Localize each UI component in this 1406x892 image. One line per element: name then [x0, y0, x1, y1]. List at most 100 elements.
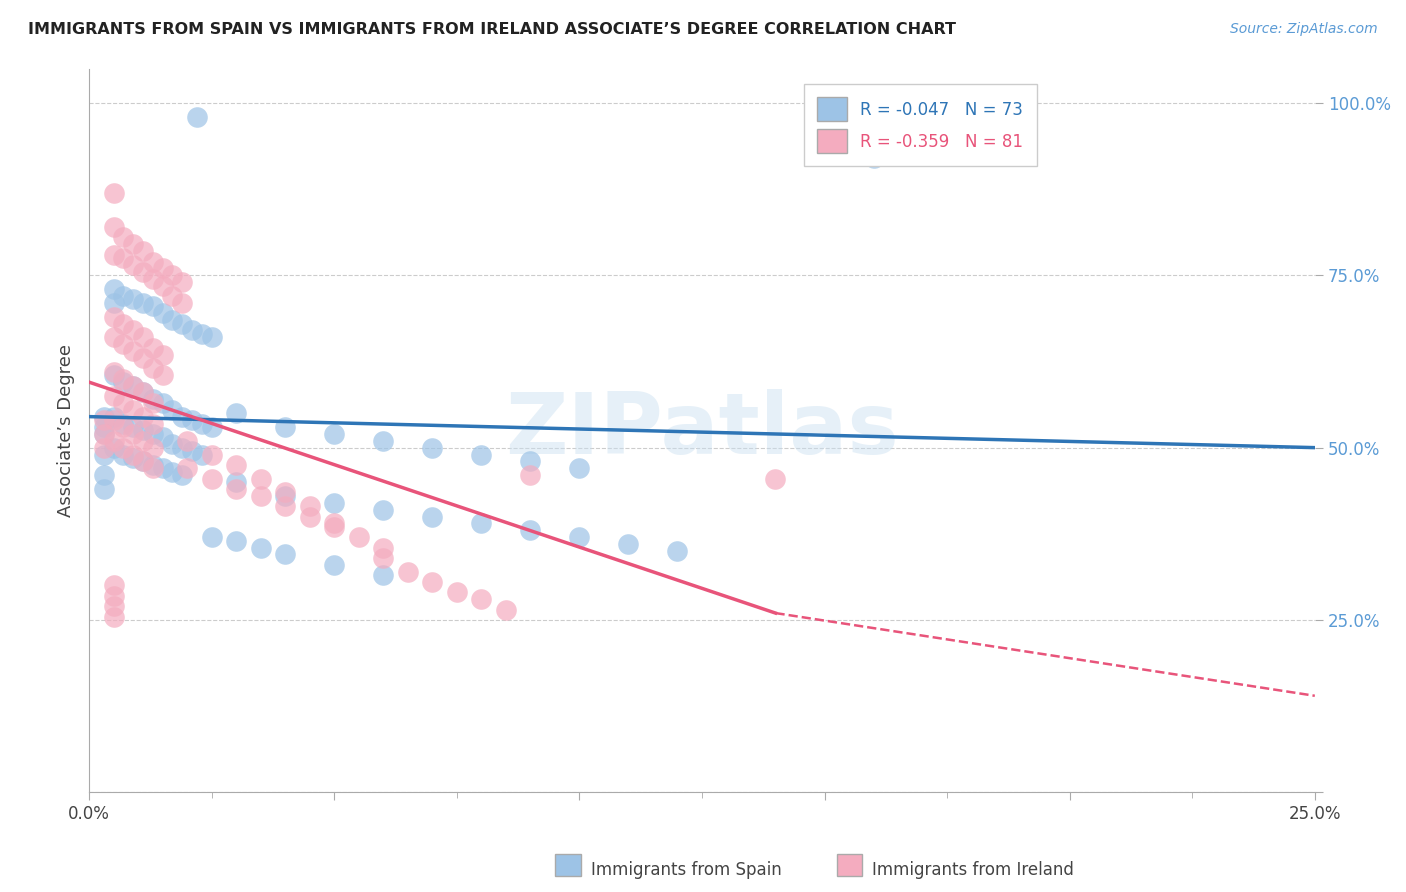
- Point: [103, 365, 125, 379]
- Point: [765, 472, 787, 486]
- Point: [617, 537, 640, 551]
- Point: [186, 110, 208, 124]
- Point: [181, 444, 204, 458]
- Point: [519, 524, 541, 538]
- Point: [172, 317, 194, 331]
- Point: [152, 261, 174, 276]
- Point: [142, 392, 165, 407]
- Point: [132, 409, 155, 424]
- Point: [274, 485, 297, 500]
- Point: [249, 489, 271, 503]
- Point: [112, 420, 135, 434]
- Point: [142, 299, 165, 313]
- Point: [122, 323, 145, 337]
- Point: [396, 565, 419, 579]
- Text: Source: ZipAtlas.com: Source: ZipAtlas.com: [1230, 22, 1378, 37]
- Point: [132, 424, 155, 438]
- Point: [519, 468, 541, 483]
- Point: [176, 461, 198, 475]
- Point: [152, 461, 174, 475]
- Point: [112, 375, 135, 389]
- Point: [201, 330, 224, 344]
- Text: IMMIGRANTS FROM SPAIN VS IMMIGRANTS FROM IRELAND ASSOCIATE’S DEGREE CORRELATION : IMMIGRANTS FROM SPAIN VS IMMIGRANTS FROM…: [28, 22, 956, 37]
- Point: [112, 251, 135, 265]
- Point: [298, 509, 321, 524]
- Point: [172, 275, 194, 289]
- Point: [93, 426, 115, 441]
- Point: [93, 413, 115, 427]
- Point: [103, 330, 125, 344]
- Point: [142, 417, 165, 431]
- Point: [112, 230, 135, 244]
- Point: [191, 326, 214, 341]
- Point: [323, 520, 346, 534]
- Point: [274, 500, 297, 514]
- Text: Immigrants from Spain: Immigrants from Spain: [591, 861, 782, 879]
- Point: [249, 472, 271, 486]
- Point: [103, 434, 125, 448]
- Point: [112, 441, 135, 455]
- Point: [191, 417, 214, 431]
- Point: [132, 385, 155, 400]
- Point: [122, 293, 145, 307]
- Point: [112, 337, 135, 351]
- Point: [93, 482, 115, 496]
- Point: [112, 417, 135, 431]
- Point: [225, 406, 247, 420]
- Point: [112, 448, 135, 462]
- Point: [103, 186, 125, 200]
- Point: [225, 458, 247, 472]
- Point: [162, 465, 184, 479]
- Point: [347, 530, 370, 544]
- Point: [93, 468, 115, 483]
- Point: [152, 278, 174, 293]
- Point: [162, 289, 184, 303]
- Point: [142, 426, 165, 441]
- Point: [142, 341, 165, 355]
- Point: [152, 368, 174, 383]
- Point: [470, 592, 492, 607]
- Point: [162, 313, 184, 327]
- Point: [172, 441, 194, 455]
- Point: [201, 472, 224, 486]
- Point: [446, 585, 468, 599]
- Text: ZIPatlas: ZIPatlas: [505, 389, 898, 472]
- Point: [132, 244, 155, 259]
- Point: [103, 220, 125, 235]
- Point: [112, 372, 135, 386]
- Point: [142, 441, 165, 455]
- Point: [103, 247, 125, 261]
- Point: [122, 378, 145, 392]
- Point: [122, 344, 145, 359]
- Point: [93, 441, 115, 455]
- Point: [274, 548, 297, 562]
- Point: [181, 323, 204, 337]
- Point: [373, 541, 395, 555]
- Point: [103, 282, 125, 296]
- Point: [274, 420, 297, 434]
- Point: [666, 544, 689, 558]
- Point: [142, 458, 165, 472]
- Point: [172, 409, 194, 424]
- Point: [142, 396, 165, 410]
- Point: [162, 437, 184, 451]
- Point: [519, 454, 541, 468]
- Point: [373, 502, 395, 516]
- Point: [103, 389, 125, 403]
- Point: [225, 533, 247, 548]
- Point: [172, 468, 194, 483]
- Point: [93, 426, 115, 441]
- Point: [122, 378, 145, 392]
- Point: [103, 296, 125, 310]
- Point: [132, 385, 155, 400]
- Point: [112, 289, 135, 303]
- Point: [420, 441, 443, 455]
- Point: [132, 454, 155, 468]
- Point: [373, 434, 395, 448]
- Point: [152, 306, 174, 320]
- Point: [862, 151, 884, 165]
- Point: [152, 430, 174, 444]
- Point: [112, 396, 135, 410]
- Point: [201, 530, 224, 544]
- Point: [323, 496, 346, 510]
